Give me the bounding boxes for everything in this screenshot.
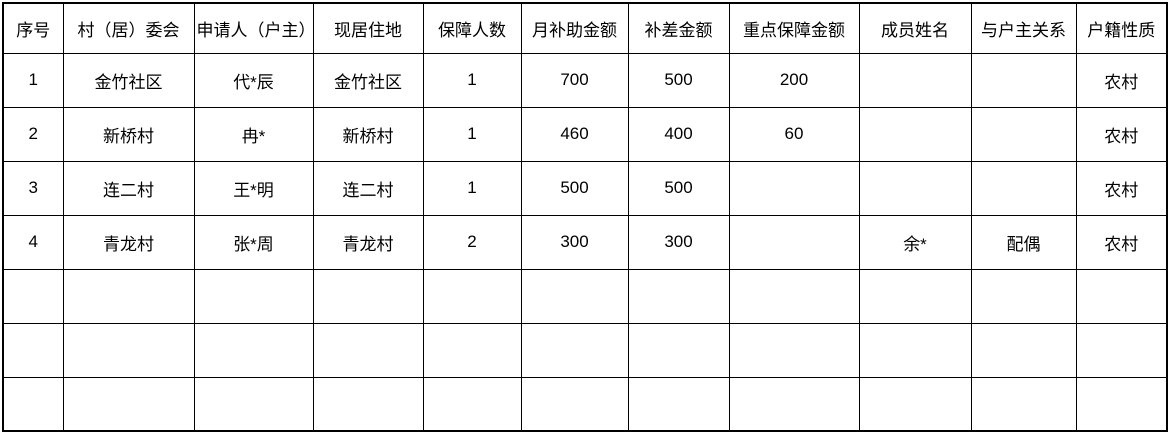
table-cell: 农村 xyxy=(1075,214,1168,270)
table-cell: 张*周 xyxy=(193,214,314,270)
column-header-6: 补差金额 xyxy=(627,2,730,54)
table-cell xyxy=(62,268,195,324)
table-cell xyxy=(858,268,972,324)
table-row-5 xyxy=(2,268,1168,324)
table-cell: 1 xyxy=(2,52,64,108)
table-cell xyxy=(627,376,730,432)
table-cell: 新桥村 xyxy=(312,106,424,162)
table-cell xyxy=(193,376,314,432)
table-cell xyxy=(970,376,1077,432)
column-header-10: 户籍性质 xyxy=(1075,2,1168,54)
table-cell: 新桥村 xyxy=(62,106,195,162)
table-cell xyxy=(728,322,860,378)
table-cell xyxy=(858,52,972,108)
table-cell xyxy=(312,268,424,324)
table-cell: 青龙村 xyxy=(312,214,424,270)
table-cell xyxy=(1075,322,1168,378)
table-cell: 300 xyxy=(627,214,730,270)
table-cell xyxy=(728,160,860,216)
table-cell xyxy=(858,160,972,216)
table-cell xyxy=(1075,376,1168,432)
table-cell xyxy=(422,268,522,324)
table-cell xyxy=(520,376,629,432)
table-cell: 农村 xyxy=(1075,52,1168,108)
table-cell: 500 xyxy=(627,52,730,108)
table-cell xyxy=(728,268,860,324)
table-cell: 1 xyxy=(422,106,522,162)
table-row-1: 1 金竹社区 代*辰 金竹社区 1 700 500 200 农村 xyxy=(2,52,1168,108)
table-cell xyxy=(312,322,424,378)
column-header-7: 重点保障金额 xyxy=(728,2,860,54)
table-cell: 1 xyxy=(422,160,522,216)
table-cell: 200 xyxy=(728,52,860,108)
table-cell xyxy=(970,268,1077,324)
table-cell: 农村 xyxy=(1075,160,1168,216)
table-cell: 400 xyxy=(627,106,730,162)
table-cell xyxy=(970,160,1077,216)
column-header-5: 月补助金额 xyxy=(520,2,629,54)
table-cell: 余* xyxy=(858,214,972,270)
table-cell xyxy=(2,376,64,432)
table-cell xyxy=(422,376,522,432)
table-cell: 王*明 xyxy=(193,160,314,216)
table-cell: 3 xyxy=(2,160,64,216)
table-cell: 460 xyxy=(520,106,629,162)
column-header-3: 现居住地 xyxy=(312,2,424,54)
table-row-4: 4 青龙村 张*周 青龙村 2 300 300 余* 配偶 农村 xyxy=(2,214,1168,270)
table-cell: 60 xyxy=(728,106,860,162)
table-cell: 青龙村 xyxy=(62,214,195,270)
table-row-6 xyxy=(2,322,1168,378)
table-cell xyxy=(858,106,972,162)
table-cell xyxy=(627,322,730,378)
table-cell: 2 xyxy=(422,214,522,270)
table-cell xyxy=(970,106,1077,162)
table-row-3: 3 连二村 王*明 连二村 1 500 500 农村 xyxy=(2,160,1168,216)
table-cell xyxy=(970,52,1077,108)
table-cell: 代*辰 xyxy=(193,52,314,108)
table-cell: 4 xyxy=(2,214,64,270)
table-cell: 300 xyxy=(520,214,629,270)
header-row: 序号 村（居）委会 申请人（户主） 现居住地 保障人数 月补助金额 补差金额 重点保障金额 成员… xyxy=(2,2,1168,54)
table-cell: 连二村 xyxy=(62,160,195,216)
column-header-8: 成员姓名 xyxy=(858,2,972,54)
table-cell xyxy=(520,322,629,378)
table-cell xyxy=(627,268,730,324)
table-cell xyxy=(312,376,424,432)
table-cell xyxy=(858,376,972,432)
table-cell: 1 xyxy=(422,52,522,108)
table-cell: 金竹社区 xyxy=(312,52,424,108)
table-cell xyxy=(858,322,972,378)
table-cell xyxy=(2,322,64,378)
table-cell xyxy=(193,268,314,324)
table-cell: 连二村 xyxy=(312,160,424,216)
table-cell xyxy=(422,322,522,378)
table-row-7 xyxy=(2,376,1168,432)
table-cell: 农村 xyxy=(1075,106,1168,162)
column-header-0: 序号 xyxy=(2,2,64,54)
table-cell xyxy=(62,376,195,432)
table-cell: 500 xyxy=(520,160,629,216)
table-cell xyxy=(728,214,860,270)
column-header-9: 与户主关系 xyxy=(970,2,1077,54)
table-cell xyxy=(520,268,629,324)
table-cell xyxy=(728,376,860,432)
table-cell: 500 xyxy=(627,160,730,216)
table-cell: 金竹社区 xyxy=(62,52,195,108)
table-cell xyxy=(970,322,1077,378)
table-cell xyxy=(193,322,314,378)
table-cell: 配偶 xyxy=(970,214,1077,270)
column-header-2: 申请人（户主） xyxy=(193,2,314,54)
table-cell xyxy=(1075,268,1168,324)
table-cell: 700 xyxy=(520,52,629,108)
column-header-4: 保障人数 xyxy=(422,2,522,54)
table-row-2: 2 新桥村 冉* 新桥村 1 460 400 60 农村 xyxy=(2,106,1168,162)
table-cell: 冉* xyxy=(193,106,314,162)
table-cell: 2 xyxy=(2,106,64,162)
column-header-1: 村（居）委会 xyxy=(62,2,195,54)
table-cell xyxy=(2,268,64,324)
table-cell xyxy=(62,322,195,378)
